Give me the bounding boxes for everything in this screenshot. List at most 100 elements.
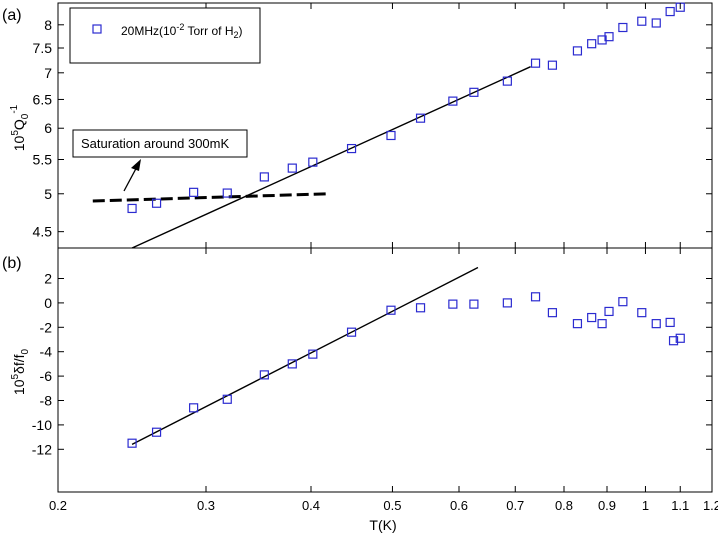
- panel-a-data-point: [222, 188, 232, 198]
- panel-a-ytick-label: 7.5: [33, 40, 53, 56]
- panel-b-data-point: [448, 299, 458, 309]
- panel-a-ytick-label: 6: [44, 120, 52, 136]
- panel-b-data-point: [222, 394, 232, 404]
- x-tick-label: 0.8: [555, 498, 573, 513]
- panel-b-data-point: [530, 292, 541, 302]
- panel-b-data-point: [651, 319, 661, 329]
- panel-b-data-point: [259, 370, 269, 380]
- panel-b-ytick-label: -2: [40, 319, 53, 335]
- legend-label-prefix: 20MHz(10: [121, 24, 177, 38]
- legend-marker: [92, 24, 102, 34]
- legend-label-sub: 2: [234, 30, 239, 40]
- x-tick-label: 1.2: [703, 498, 718, 513]
- panel-b-fit-line: [131, 266, 479, 446]
- panel-b-data-point: [587, 312, 597, 323]
- panel-b-data-point: [665, 317, 675, 328]
- legend-label: 20MHz(10-2 Torr of H2): [121, 22, 243, 40]
- panel-b-data-point: [668, 336, 679, 346]
- panel-a-data-point: [386, 130, 396, 141]
- panel-b-data-point: [502, 298, 512, 308]
- panel-b-frame: [57, 247, 713, 493]
- panel-a-data-point: [651, 18, 661, 28]
- panel-b-ytick-label: 2: [44, 271, 52, 287]
- panel-a-ylabel-sup: -1: [9, 104, 20, 113]
- x-tick-label: 0.7: [506, 498, 524, 513]
- panel-a-data-point: [415, 113, 426, 123]
- panel-a-fit-line: [131, 66, 531, 249]
- legend-label-sup: -2: [176, 22, 184, 32]
- x-tick-label: 0.5: [383, 498, 401, 513]
- panel-b-layer: -12 -10 -8 -6 -4 -2 0 2: [32, 266, 712, 457]
- panel-b-data-point: [346, 327, 357, 337]
- panel-a-data-point: [127, 203, 137, 214]
- annotation-arrowhead: [131, 159, 141, 171]
- panel-a-ylabel-base: 10: [11, 135, 27, 151]
- x-axis-label: T(K): [369, 517, 396, 533]
- panel-b-data-point: [547, 308, 558, 318]
- panel-a-ytick-label: 5.5: [33, 152, 53, 168]
- panel-a-ytick-label: 6.5: [33, 91, 53, 107]
- panel-a-data-point: [597, 35, 607, 45]
- panel-a-ylabel: 105Q0-1: [9, 104, 31, 151]
- panel-a-data-point: [189, 187, 199, 197]
- legend-box: [69, 7, 261, 64]
- panel-b-data-point: [415, 303, 426, 313]
- panel-b-data-point: [189, 403, 199, 413]
- panel-b-ytick-label: -12: [32, 441, 52, 457]
- panel-b-ylabel-sub: 0: [20, 348, 31, 354]
- legend: 20MHz(10-2 Torr of H2): [69, 7, 261, 64]
- panel-a-ylabel-q: Q: [11, 119, 27, 130]
- panel-a-data-point: [572, 46, 583, 56]
- panel-a-data-point: [637, 16, 647, 26]
- x-tick-label: 0.3: [197, 498, 215, 513]
- panel-a-data-point: [502, 76, 512, 86]
- panel-a-ytick-label: 8: [44, 17, 52, 33]
- x-axis-layer: 0.2 0.3 0.4 0.5 0.6 0.7 0.8 0.9 1 1.1 1.2: [49, 3, 718, 513]
- panel-a-data-point: [287, 163, 297, 173]
- panel-a-data-point: [346, 143, 357, 154]
- x-tick-label: 0.6: [450, 498, 468, 513]
- panel-a-data-point: [308, 157, 318, 167]
- panel-a-data-point: [587, 39, 597, 49]
- panel-b-data-point: [469, 299, 479, 309]
- panel-a-ytick-label: 7: [44, 65, 52, 81]
- panel-b-ylabel-base: 10: [11, 379, 27, 395]
- panel-b-ytick-label: -6: [40, 368, 53, 384]
- x-tick-label: 1.1: [671, 498, 689, 513]
- panel-b-ylabel-exp: 5: [10, 374, 21, 380]
- panel-a-data-point: [448, 96, 458, 106]
- panel-b-ytick-label: -4: [40, 344, 53, 360]
- panel-b-data-point: [572, 319, 583, 329]
- panel-b-data-point: [675, 333, 685, 343]
- panel-b-ytick-label: -10: [32, 417, 52, 433]
- annotation-text: Saturation around 300mK: [81, 136, 229, 151]
- panel-a-data-point: [259, 172, 269, 182]
- panel-b-data-point: [597, 319, 607, 329]
- panel-b-label: (b): [2, 255, 22, 272]
- panel-a-ylabel-sub: 0: [20, 113, 31, 119]
- panel-b-ytick-label: 0: [44, 295, 52, 311]
- panel-a-ytick-label: 4.5: [33, 224, 53, 240]
- x-tick-label: 1: [642, 498, 649, 513]
- panel-b-data-point: [637, 308, 647, 318]
- panel-a-layer: 4.5 5 5.5 6 6.5 7 7.5 8: [33, 2, 712, 249]
- panel-a-data-point: [151, 198, 162, 208]
- panel-b-data-point: [386, 305, 396, 315]
- panel-b-ylabel: 105δf/f0: [10, 348, 31, 395]
- x-tick-label: 0.2: [49, 498, 67, 513]
- panel-b-ytick-label: -8: [40, 393, 53, 409]
- panel-b-data-point: [308, 349, 318, 359]
- panel-a-data-point: [530, 58, 541, 68]
- panel-a-data-point: [604, 32, 614, 42]
- panel-b-data-point: [151, 427, 162, 437]
- panel-b-data-point: [604, 306, 614, 317]
- panel-a-label: (a): [2, 7, 22, 24]
- panel-a-ytick-label: 5: [44, 186, 52, 202]
- panel-b-ylabel-delta: δf/f: [11, 354, 27, 374]
- panel-a-data-point: [469, 87, 479, 97]
- panel-a-data-point: [618, 22, 628, 33]
- panel-a-data-point: [547, 60, 558, 70]
- x-tick-label: 0.4: [302, 498, 320, 513]
- x-tick-label: 0.9: [598, 498, 616, 513]
